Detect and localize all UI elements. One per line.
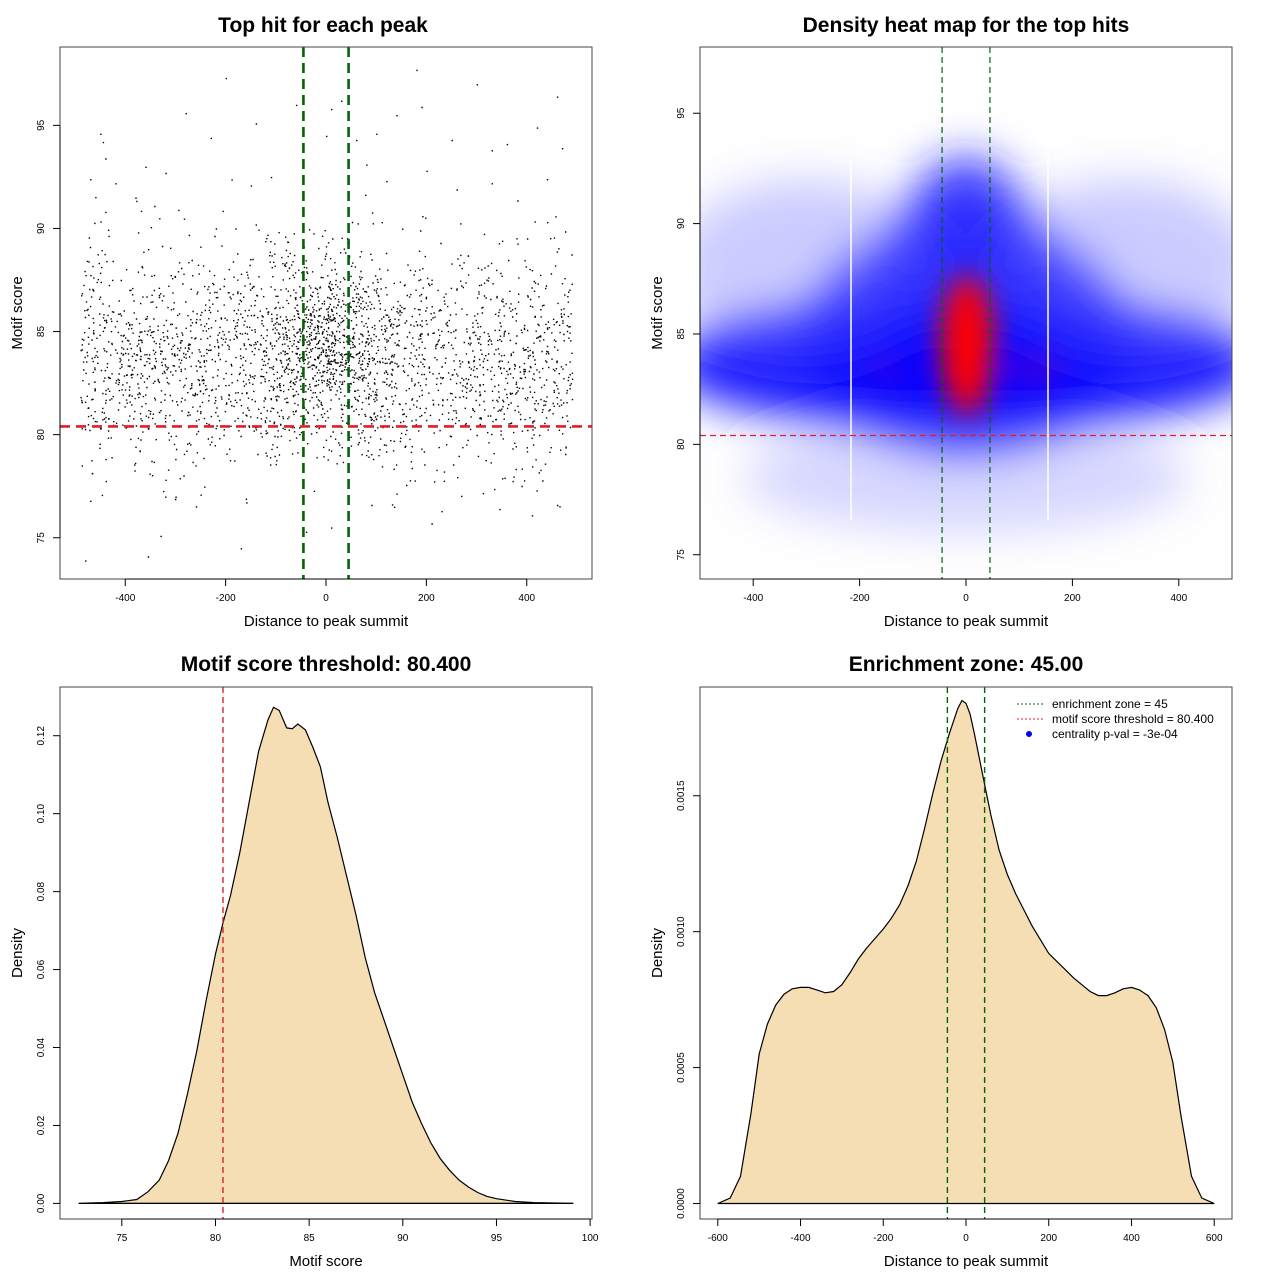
scatter-panel: Top hit for each peak -400 -200 0 200 400 75… (9, 14, 593, 630)
distance-density-x-label: Distance to peak summit (884, 1253, 1049, 1270)
score-density-y-label: Density (9, 927, 26, 978)
x-tick-label: -400 (115, 593, 135, 604)
y-tick-label: 90 (676, 218, 687, 230)
scatter-y-label: Motif score (9, 276, 26, 349)
heatmap-density (700, 157, 1232, 533)
y-tick-label: 0.06 (36, 959, 47, 979)
y-tick-label: 95 (676, 107, 687, 119)
x-tick-label: -200 (216, 593, 236, 604)
x-tick-label: 400 (1123, 1233, 1140, 1244)
heatmap-title: Density heat map for the top hits (803, 14, 1130, 37)
heatmap-x-label: Distance to peak summit (884, 613, 1049, 630)
scatter-plot-frame (59, 46, 593, 580)
scatter-title: Top hit for each peak (218, 14, 428, 37)
x-tick-label: 75 (116, 1233, 128, 1244)
x-tick-label: 80 (210, 1233, 222, 1244)
score-density-x-label: Motif score (289, 1253, 362, 1270)
legend-label-enrichment-zone: enrichment zone = 45 (1052, 697, 1168, 711)
heatmap-red-layer (859, 274, 1068, 416)
y-tick-label: 0.10 (36, 803, 47, 823)
x-tick-label: 0 (323, 593, 329, 604)
legend-swatch-centrality (1026, 731, 1032, 737)
legend-label-motif-threshold: motif score threshold = 80.400 (1052, 712, 1214, 726)
distance-density-y-axis: 0.0000 0.0005 0.0010 0.0015 (676, 780, 701, 1219)
scatter-x-axis: -400 -200 0 200 400 (115, 578, 536, 604)
heatmap-x-axis: -400 -200 0 200 400 (743, 578, 1188, 604)
y-tick-label: 0.04 (36, 1037, 47, 1057)
y-tick-label: 0.0010 (676, 916, 687, 947)
y-tick-label: 0.0005 (676, 1052, 687, 1083)
score-density-title: Motif score threshold: 80.400 (181, 653, 472, 676)
y-tick-label: 75 (676, 549, 687, 561)
y-tick-label: 0.00 (36, 1193, 47, 1213)
y-tick-label: 0.08 (36, 881, 47, 901)
score-density-plot (78, 687, 574, 1219)
x-tick-label: 400 (518, 593, 535, 604)
score-density-x-axis: 75 80 85 90 95 100 (116, 1218, 599, 1244)
x-tick-label: 100 (582, 1233, 599, 1244)
y-tick-label: 90 (36, 222, 47, 234)
heatmap-lower-halo (742, 422, 1190, 533)
x-tick-label: -400 (791, 1233, 811, 1244)
x-tick-label: -400 (743, 593, 763, 604)
heatmap-guides (700, 47, 1232, 579)
y-tick-label: 95 (36, 119, 47, 131)
y-tick-label: 75 (36, 532, 47, 544)
y-tick-label: 85 (36, 326, 47, 338)
distance-density-guides (946, 687, 986, 1219)
x-tick-label: -200 (850, 593, 870, 604)
score-density-y-axis: 0.00 0.02 0.04 0.06 0.08 0.10 0.12 (36, 726, 61, 1213)
scatter-x-label: Distance to peak summit (244, 613, 409, 630)
scatter-guides (60, 47, 592, 579)
x-tick-label: 600 (1206, 1233, 1223, 1244)
score-density-panel: Motif score threshold: 80.400 75 80 85 90 95… (9, 653, 599, 1270)
y-tick-label: 0.0000 (676, 1188, 687, 1219)
distance-density-y-label: Density (649, 927, 666, 978)
y-tick-label: 0.02 (36, 1115, 47, 1135)
x-tick-label: 0 (963, 593, 969, 604)
heatmap-y-label: Motif score (649, 276, 666, 349)
scatter-point-cloud (80, 69, 574, 562)
x-tick-label: -600 (708, 1233, 728, 1244)
x-tick-label: 200 (1064, 593, 1081, 604)
scatter-y-axis: 75 80 85 90 95 (36, 119, 61, 544)
distance-density-area (717, 699, 1215, 1205)
x-tick-label: -200 (873, 1233, 893, 1244)
legend-label-centrality: centrality p-val = -3e-04 (1052, 727, 1178, 741)
heatmap-surface (700, 47, 1232, 579)
y-tick-label: 0.12 (36, 726, 47, 746)
heatmap-upper-left (700, 179, 940, 357)
heatmap-upper-right (992, 179, 1232, 357)
x-tick-label: 95 (491, 1233, 503, 1244)
x-tick-label: 0 (963, 1233, 969, 1244)
x-tick-label: 400 (1170, 593, 1187, 604)
y-tick-label: 80 (676, 438, 687, 450)
distance-density-panel: Enrichment zone: 45.00 -600 -400 -200 0 200 4… (649, 653, 1233, 1270)
heatmap-upper-plume (907, 157, 1025, 334)
score-density-area (78, 706, 574, 1204)
y-tick-label: 0.0015 (676, 780, 687, 811)
x-tick-label: 85 (304, 1233, 316, 1244)
x-tick-label: 90 (397, 1233, 409, 1244)
distance-density-title: Enrichment zone: 45.00 (849, 653, 1084, 676)
x-tick-label: 200 (1040, 1233, 1057, 1244)
heatmap-red-center (950, 287, 985, 390)
y-tick-label: 80 (36, 429, 47, 441)
distance-density-x-axis: -600 -400 -200 0 200 400 600 (708, 1218, 1223, 1244)
heatmap-purple-right (1003, 351, 1068, 387)
x-tick-label: 200 (418, 593, 435, 604)
y-tick-label: 85 (676, 328, 687, 340)
heatmap-panel: Density heat map for the top hits -400 -2… (649, 14, 1233, 630)
legend: enrichment zone = 45 motif score thresho… (1017, 697, 1214, 741)
distance-density-plot (717, 687, 1215, 1219)
scatter-points (80, 69, 574, 562)
heatmap-purple-left (859, 351, 913, 387)
heatmap-y-axis: 75 80 85 90 95 (676, 107, 701, 561)
